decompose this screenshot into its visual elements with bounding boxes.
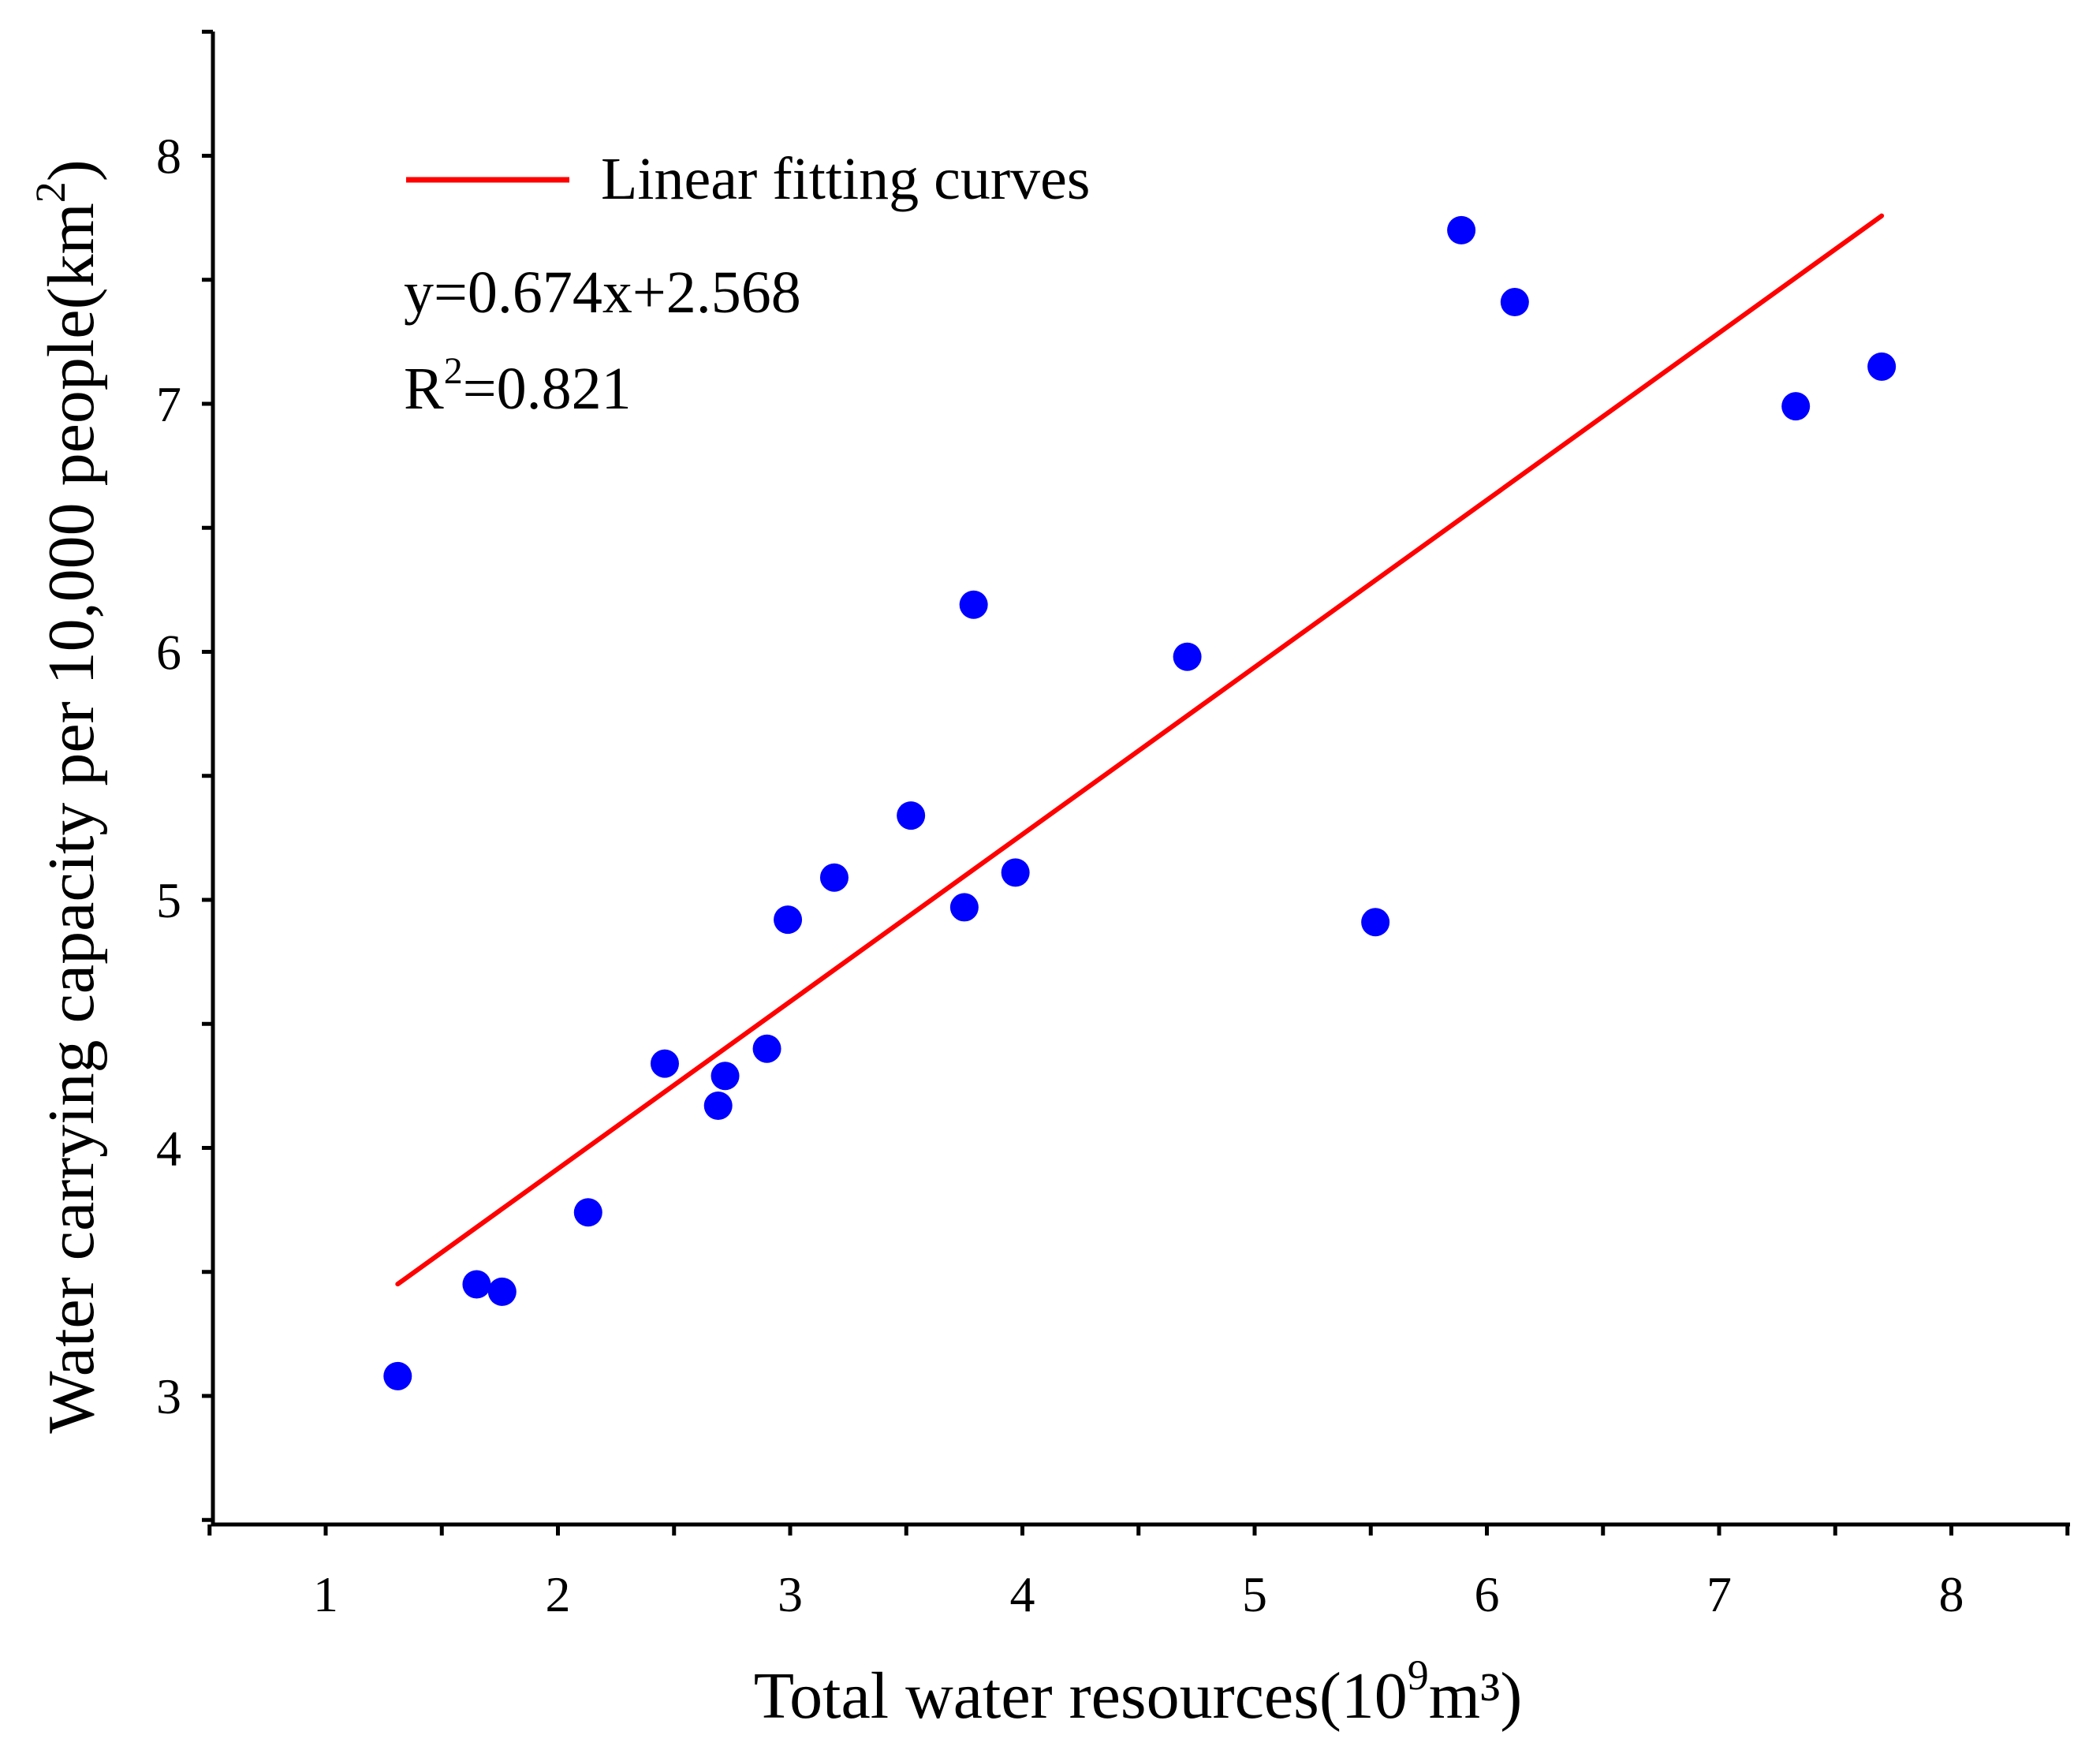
legend: Linear fitting curves xyxy=(406,146,1090,212)
data-point xyxy=(959,590,988,619)
y-tick-label: 7 xyxy=(156,376,181,432)
data-point xyxy=(462,1270,491,1299)
r-squared-superscript: 2 xyxy=(444,350,463,392)
data-point xyxy=(819,863,849,892)
y-axis-ticks: 3 4 5 6 7 8 xyxy=(156,29,213,1522)
data-point xyxy=(1001,858,1030,887)
y-axis-title-superscript: 2 xyxy=(27,181,74,203)
y-axis-title-base: Water carrying capacity per 10,000 peopl… xyxy=(35,203,108,1434)
x-axis-title: Total water resources(109m³) xyxy=(754,1651,1523,1733)
y-tick-label: 8 xyxy=(156,129,181,185)
y-tick-label: 3 xyxy=(156,1368,181,1424)
y-axis-title-tail: ) xyxy=(35,159,108,181)
legend-label: Linear fitting curves xyxy=(601,146,1090,212)
data-point xyxy=(1500,288,1529,317)
x-tick-label: 4 xyxy=(1010,1566,1035,1622)
y-axis-title: Water carrying capacity per 10,000 peopl… xyxy=(27,159,108,1434)
x-axis-ticks: 1 2 3 4 5 6 7 8 xyxy=(207,1524,2070,1622)
r-squared-value: R2=0.821 xyxy=(404,350,632,422)
data-point xyxy=(1361,908,1390,937)
x-axis-title-tail: m³) xyxy=(1429,1659,1523,1733)
data-point xyxy=(774,905,803,935)
x-tick-label: 3 xyxy=(778,1566,803,1622)
data-point xyxy=(1173,642,1202,671)
x-tick-label: 1 xyxy=(313,1566,338,1622)
data-point xyxy=(949,893,979,922)
data-point xyxy=(487,1277,517,1306)
fit-equation: y=0.674x+2.568 xyxy=(404,259,801,326)
data-point xyxy=(1447,215,1476,244)
scatter-points xyxy=(383,215,1897,1390)
linear-fit-line xyxy=(395,213,1885,1287)
x-tick-label: 8 xyxy=(1939,1566,1964,1622)
r-squared-number: =0.821 xyxy=(463,356,632,422)
data-point xyxy=(703,1092,733,1121)
x-tick-label: 5 xyxy=(1242,1566,1267,1622)
y-tick-label: 4 xyxy=(156,1121,181,1177)
x-axis-title-base: Total water resources(10 xyxy=(754,1659,1408,1733)
y-tick-label: 5 xyxy=(156,872,181,928)
data-point xyxy=(752,1034,781,1063)
x-tick-label: 2 xyxy=(546,1566,571,1622)
data-point xyxy=(1867,352,1897,381)
data-point xyxy=(573,1198,602,1227)
x-tick-label: 6 xyxy=(1475,1566,1500,1622)
data-point xyxy=(1781,392,1811,421)
r-squared-prefix: R xyxy=(404,356,444,422)
data-point xyxy=(897,801,926,830)
data-point xyxy=(711,1062,740,1091)
data-point xyxy=(650,1049,679,1078)
y-tick-label: 6 xyxy=(156,625,181,681)
x-tick-label: 7 xyxy=(1706,1566,1732,1622)
x-axis-title-superscript: 9 xyxy=(1408,1651,1429,1699)
data-point xyxy=(383,1361,412,1390)
